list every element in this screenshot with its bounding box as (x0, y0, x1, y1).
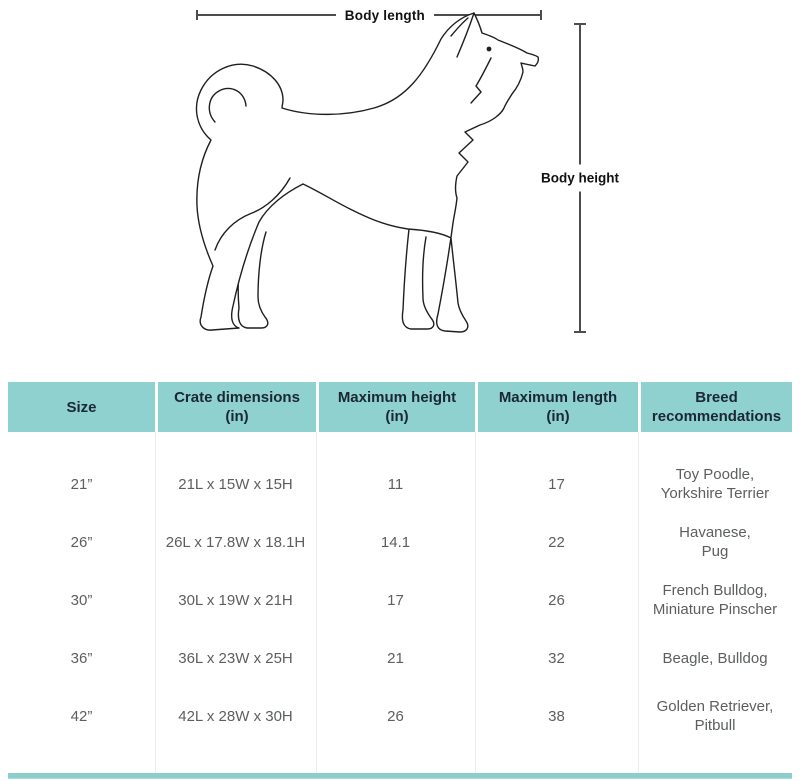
cell-breed: Toy Poodle, Yorkshire Terrier (638, 455, 792, 513)
header-maximum-length: Maximum length (in) (475, 382, 638, 432)
cell-crate: 26L x 17.8W x 18.1H (165, 533, 306, 551)
cell-breed-line1: Havanese, (679, 524, 751, 541)
cell-breed-line2: Yorkshire Terrier (660, 485, 770, 502)
dog-body-outline (195, 12, 540, 333)
table-row: 36” 36L x 23W x 25H 21 32 Beagle, Bulldo… (8, 629, 792, 687)
measure-line (198, 14, 336, 16)
cell-breed: Golden Retriever, Pitbull (638, 687, 792, 745)
cell-max-height: 14.1 (380, 533, 411, 551)
cell-breed-line2: Pug (701, 543, 729, 560)
dog-haunch-line (214, 177, 291, 251)
cell-breed: Havanese, Pug (638, 513, 792, 571)
cell-crate: 36L x 23W x 25H (178, 649, 293, 667)
dog-outline-illustration (195, 12, 540, 333)
table-header-row: Size Crate dimensions (in) Maximum heigh… (8, 382, 792, 432)
header-line: Size (66, 398, 97, 416)
dog-ear-front-edge (456, 12, 475, 58)
cell-crate: 21L x 15W x 15H (178, 475, 293, 493)
body-length-measure: Body length (196, 7, 542, 23)
cell-max-height: 11 (387, 475, 404, 493)
table-bottom-accent-bar (8, 773, 792, 779)
cell-max-length: 38 (548, 707, 565, 725)
cell-size: 30” (70, 591, 93, 609)
cell-size: 42” (70, 707, 93, 725)
cell-max-height: 17 (387, 591, 404, 609)
measure-line (434, 14, 540, 16)
table-body: 21” 21L x 15W x 15H 11 17 Toy Poodle, Yo… (8, 432, 792, 773)
cell-max-length: 32 (548, 649, 565, 667)
cell-breed-line2: Pitbull (694, 717, 736, 734)
body-height-measure: Body height (539, 23, 621, 333)
header-line: Maximum length (498, 389, 618, 406)
measure-tick (540, 10, 542, 20)
header-line: (in) (546, 408, 570, 425)
dog-eye (486, 46, 492, 52)
cell-max-length: 17 (548, 475, 565, 493)
cell-crate: 30L x 19W x 21H (178, 591, 293, 609)
cell-breed-line1: Golden Retriever, (656, 698, 774, 715)
measure-tick (574, 23, 586, 25)
column-divider (475, 432, 476, 773)
header-line: Breed (695, 389, 738, 406)
table-row: 42” 42L x 28W x 30H 26 38 Golden Retriev… (8, 687, 792, 745)
cell-crate: 42L x 28W x 30H (178, 707, 293, 725)
header-breed-recommendations: Breed recommendations (638, 382, 792, 432)
cell-breed-line1: French Bulldog, (662, 582, 768, 599)
cell-breed: French Bulldog, Miniature Pinscher (638, 571, 792, 629)
cell-max-length: 26 (548, 591, 565, 609)
dog-cheek-ruff (470, 57, 492, 104)
table-row: 30” 30L x 19W x 21H 17 26 French Bulldog… (8, 571, 792, 629)
cell-size: 26” (70, 533, 93, 551)
header-crate-dimensions: Crate dimensions (in) (155, 382, 316, 432)
column-divider (316, 432, 317, 773)
column-divider (638, 432, 639, 773)
dog-far-front-leg (401, 228, 435, 330)
measure-tick (196, 10, 198, 20)
cell-size: 21” (70, 475, 93, 493)
cell-max-height: 21 (387, 649, 404, 667)
cell-breed-line1: Toy Poodle, (675, 466, 755, 483)
table-row: 26” 26L x 17.8W x 18.1H 14.1 22 Havanese… (8, 513, 792, 571)
header-line: (in) (225, 408, 249, 425)
header-line: Maximum height (337, 389, 457, 406)
measure-tick (574, 331, 586, 333)
header-line: Crate dimensions (174, 389, 300, 406)
body-height-label: Body height (539, 164, 621, 192)
cell-max-height: 26 (387, 707, 404, 725)
body-length-label: Body length (344, 7, 425, 23)
header-maximum-height: Maximum height (in) (316, 382, 475, 432)
cell-breed-line1: Beagle, Bulldog (662, 649, 768, 667)
crate-size-table: Size Crate dimensions (in) Maximum heigh… (8, 382, 792, 779)
header-size: Size (8, 382, 155, 432)
cell-size: 36” (70, 649, 93, 667)
cell-max-length: 22 (548, 533, 565, 551)
dog-tail-curl (208, 87, 247, 123)
table-row: 21” 21L x 15W x 15H 11 17 Toy Poodle, Yo… (8, 455, 792, 513)
cell-breed-line2: Miniature Pinscher (652, 601, 778, 618)
header-line: recommendations (651, 408, 782, 425)
header-line: (in) (385, 408, 409, 425)
dog-ear-fold (450, 17, 469, 37)
cell-breed: Beagle, Bulldog (638, 629, 792, 687)
column-divider (155, 432, 156, 773)
